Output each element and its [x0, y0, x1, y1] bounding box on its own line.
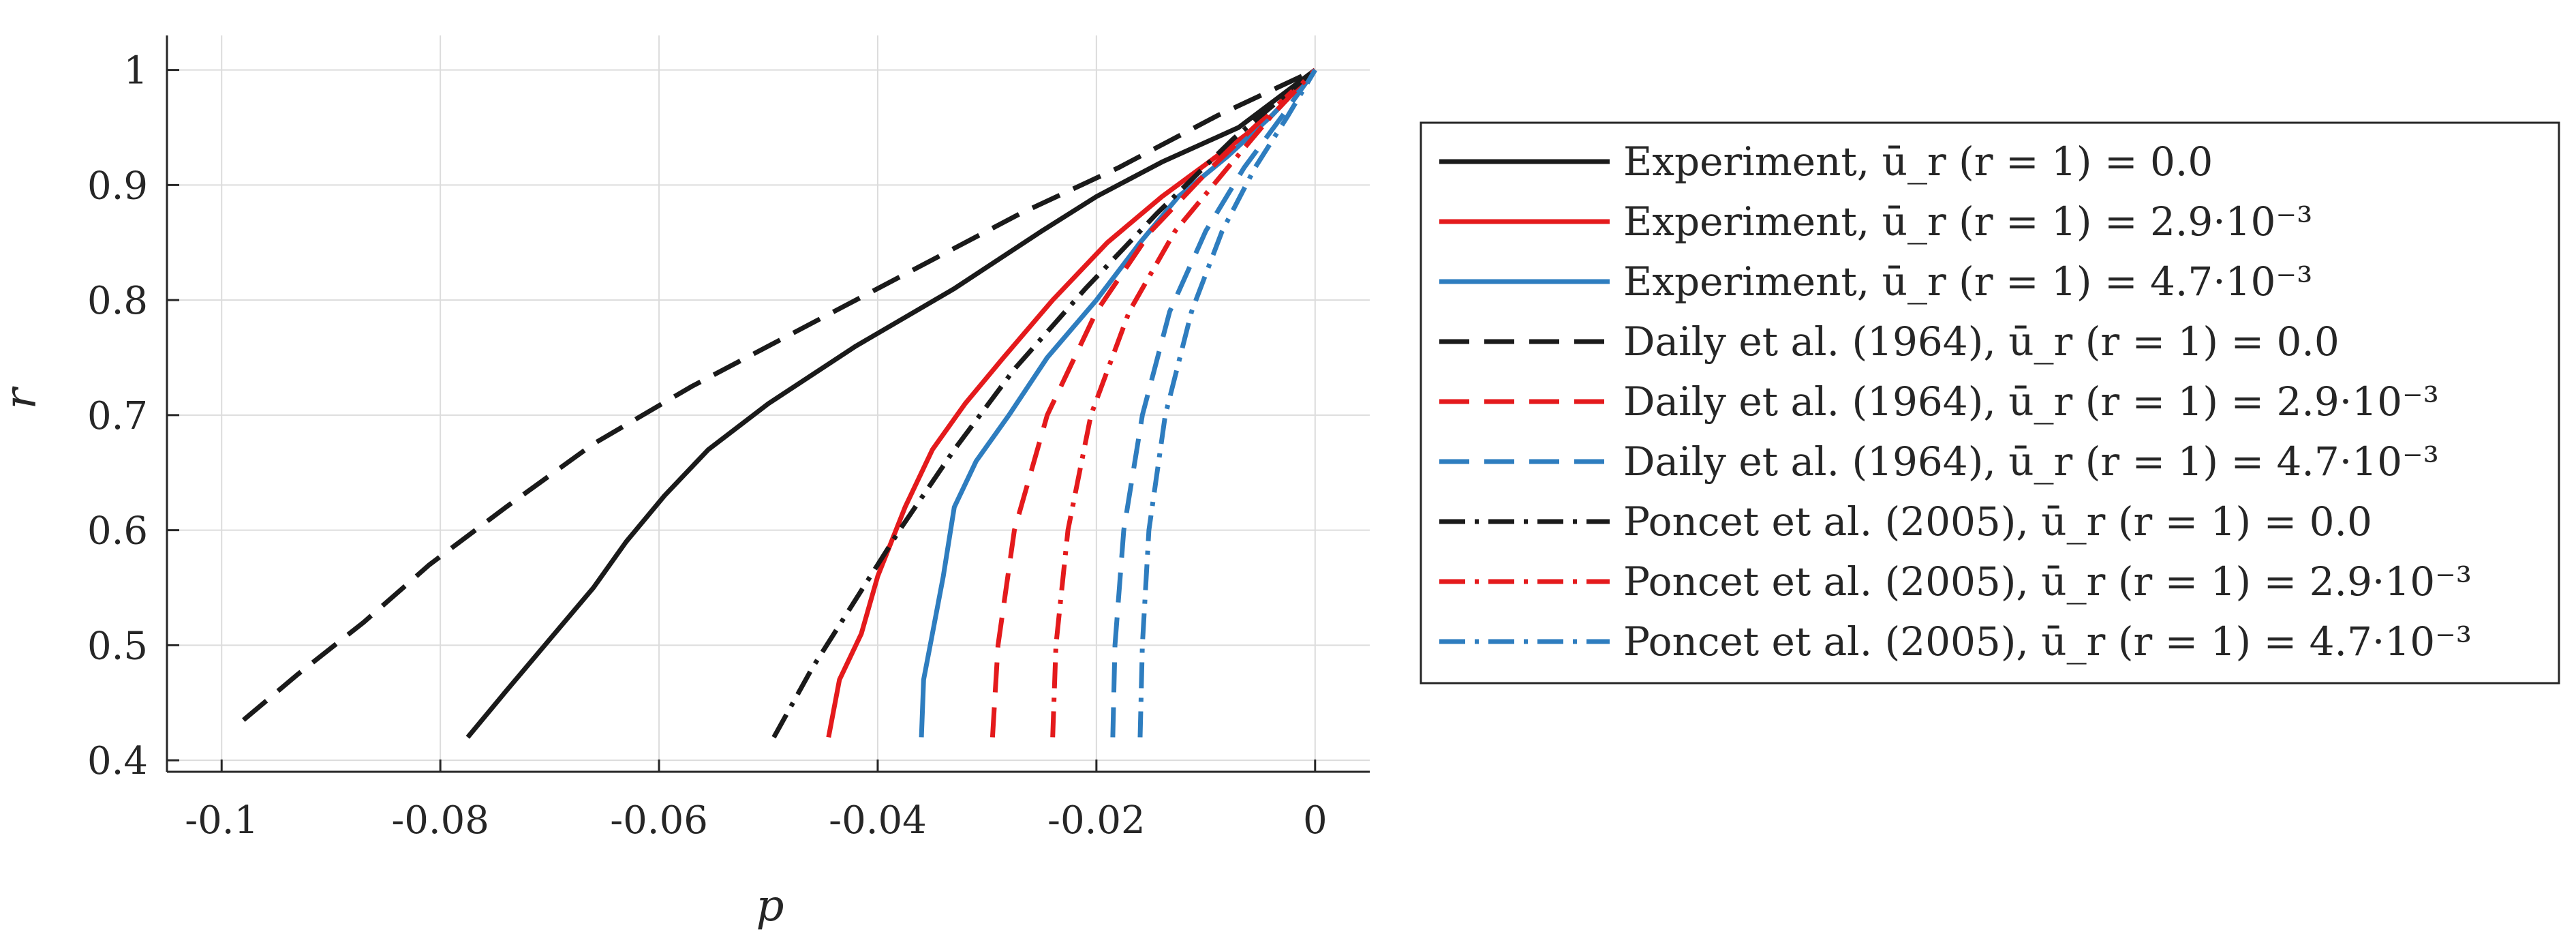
- y-tick-label: 1: [123, 49, 148, 93]
- series-line-7: [771, 67, 1317, 739]
- legend-label-7: Poncet et al. (2005), ū_r (r = 1) = 0.0: [1623, 498, 2372, 545]
- tick-labels: -0.1 -0.08 -0.06 -0.04 -0.02 0 0.4 0.5 0.6 0.7 0.8…: [87, 49, 1328, 843]
- y-tick-label: 0.9: [87, 164, 148, 208]
- series-line-9: [1137, 68, 1317, 738]
- x-tick-label: 0: [1303, 798, 1328, 843]
- axes: [166, 35, 1370, 773]
- legend: Experiment, ū_r (r = 1) = 0.0 Experiment,…: [1420, 121, 2560, 685]
- legend-label-4: Daily et al. (1964), ū_r (r = 1) = 0.0: [1623, 318, 2340, 365]
- x-tick-label: -0.04: [829, 798, 927, 843]
- y-tick-label: 0.5: [87, 624, 148, 668]
- legend-label-1: Experiment, ū_r (r = 1) = 0.0: [1623, 138, 2213, 185]
- legend-label-2: Experiment, ū_r (r = 1) = 2.9·10⁻³: [1623, 198, 2312, 245]
- series-line-6: [1110, 68, 1317, 738]
- y-tick-label: 0.4: [87, 739, 148, 783]
- plot-lines: [242, 67, 1317, 739]
- x-tick-label: -0.06: [610, 798, 708, 843]
- series-line-4: [242, 67, 1317, 722]
- legend-label-8: Poncet et al. (2005), ū_r (r = 1) = 2.9·…: [1623, 558, 2472, 605]
- x-tick-label: -0.08: [391, 798, 489, 843]
- x-axis-label: p: [756, 881, 784, 931]
- x-tick-label: -0.1: [185, 798, 258, 843]
- y-tick-label: 0.7: [87, 394, 148, 438]
- series-line-8: [1050, 68, 1317, 738]
- legend-label-6: Daily et al. (1964), ū_r (r = 1) = 4.7·1…: [1623, 438, 2439, 485]
- y-axis-label: r: [0, 386, 46, 409]
- legend-label-3: Experiment, ū_r (r = 1) = 4.7·10⁻³: [1623, 258, 2312, 305]
- legend-box: [1420, 121, 2560, 685]
- series-line-1: [465, 67, 1317, 739]
- x-tick-label: -0.02: [1047, 798, 1146, 843]
- legend-label-5: Daily et al. (1964), ū_r (r = 1) = 2.9·1…: [1623, 378, 2439, 425]
- y-tick-label: 0.8: [87, 279, 148, 323]
- series-line-5: [990, 68, 1317, 738]
- y-tick-label: 0.6: [87, 509, 148, 554]
- legend-label-9: Poncet et al. (2005), ū_r (r = 1) = 4.7·…: [1623, 618, 2472, 665]
